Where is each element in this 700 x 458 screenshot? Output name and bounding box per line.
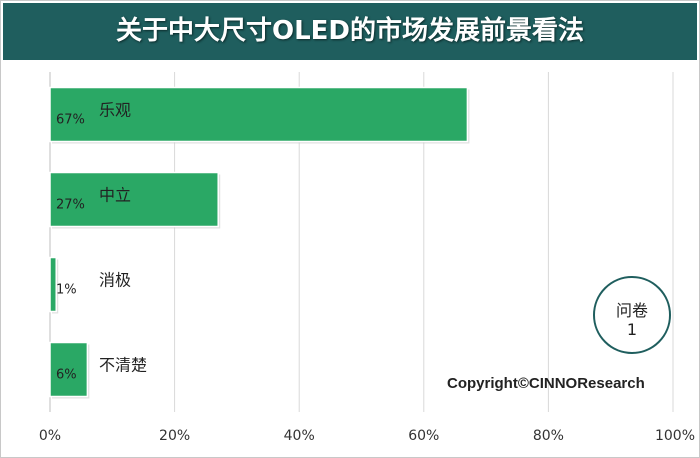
badge-number: 1 <box>626 320 638 339</box>
x-tick-label: 20% <box>159 428 190 444</box>
data-label: 6% <box>56 368 77 383</box>
category-label: 消极 <box>99 271 131 290</box>
labels: 0% 20% 40% 60% 80% 100% 67% 乐观 27% 中立 1% 消极 6% 不清楚 <box>39 101 695 445</box>
copyright-text: Copyright©CINNOResearch <box>447 375 645 392</box>
bar <box>49 256 57 313</box>
chart-title: 关于中大尺寸OLED的市场发展前景看法 <box>115 16 584 46</box>
bars <box>49 86 470 399</box>
title-banner: 关于中大尺寸OLED的市场发展前景看法 <box>3 3 697 60</box>
category-label: 中立 <box>99 186 131 205</box>
x-tick-label: 40% <box>284 428 315 444</box>
survey-badge: 问卷 1 <box>593 276 671 354</box>
category-label: 不清楚 <box>99 356 147 375</box>
badge-label: 问卷 <box>615 301 648 320</box>
x-tick-label: 60% <box>408 428 439 444</box>
bar <box>49 341 89 398</box>
bar <box>49 86 469 143</box>
data-label: 1% <box>56 283 77 298</box>
data-label: 27% <box>56 198 85 213</box>
category-label: 乐观 <box>99 101 131 120</box>
x-tick-label: 80% <box>533 428 564 444</box>
bar <box>49 171 219 228</box>
x-tick-label: 100% <box>655 428 695 444</box>
data-label: 67% <box>56 113 85 128</box>
x-tick-label: 0% <box>39 428 61 444</box>
